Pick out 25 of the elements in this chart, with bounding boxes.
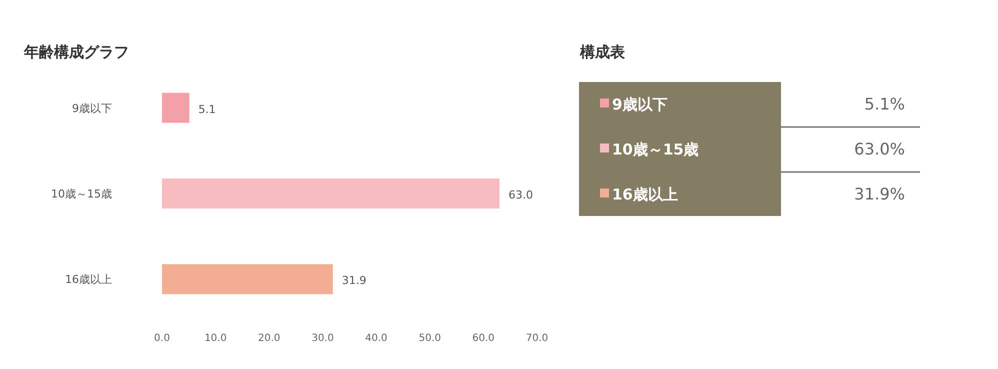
- x-tick-label: 0.0: [154, 333, 170, 344]
- data-label: 5.1: [198, 102, 216, 116]
- x-tick-label: 40.0: [365, 333, 388, 344]
- text: 31.9%: [854, 184, 905, 204]
- x-tick-label: 50.0: [418, 333, 441, 344]
- y-tick-label: 9歳以下: [72, 102, 112, 115]
- y-tick-label: 10歳～15歳: [51, 188, 112, 200]
- x-tick-label: 30.0: [312, 333, 334, 344]
- category-label: 16歳以上: [612, 186, 678, 204]
- data-label: 63.0: [508, 188, 533, 202]
- y-tick-label: 16歳以上: [65, 273, 112, 286]
- bar: [162, 92, 190, 123]
- x-tick-label: 60.0: [472, 333, 495, 344]
- x-tick-label: 70.0: [526, 333, 548, 344]
- x-tick-label: 10.0: [204, 333, 227, 344]
- text: 63.0%: [854, 140, 905, 158]
- data-label: 31.9: [342, 274, 366, 288]
- bar: [162, 178, 500, 208]
- chart-title: 年齢構成グラフ: [23, 43, 129, 61]
- x-tick-label: 20.0: [258, 333, 280, 344]
- text: 構成表: [579, 43, 626, 61]
- bar: [162, 264, 333, 294]
- category-label: 10歳～15歳: [612, 140, 699, 158]
- category-label: 9歳以下: [612, 96, 668, 114]
- text: 5.1%: [864, 94, 905, 114]
